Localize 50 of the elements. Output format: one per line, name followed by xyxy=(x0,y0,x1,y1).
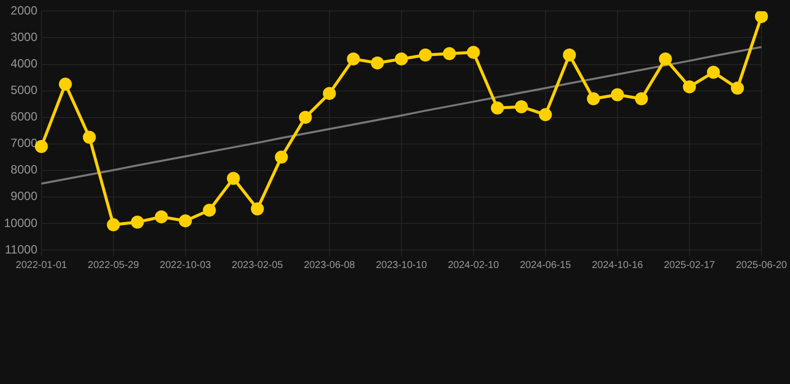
x-tick-label: 2023-02-05 xyxy=(232,260,284,271)
point xyxy=(418,48,432,62)
y-tick-label: 10000 xyxy=(4,216,38,230)
x-tick-label: 2024-02-10 xyxy=(448,260,500,271)
point xyxy=(106,218,120,232)
point xyxy=(730,82,744,95)
point xyxy=(394,52,408,66)
y-tick-label: 9000 xyxy=(10,189,38,204)
point xyxy=(298,110,312,124)
x-tick-label: 2022-10-03 xyxy=(160,260,212,271)
point xyxy=(322,86,336,100)
point xyxy=(178,214,192,228)
point xyxy=(706,66,720,79)
point xyxy=(658,52,672,66)
point xyxy=(634,92,648,106)
point xyxy=(610,88,624,102)
point xyxy=(370,56,384,70)
x-tick-label: 2024-10-16 xyxy=(592,260,644,271)
x-tick-label: 2022-05-29 xyxy=(88,260,140,271)
point xyxy=(250,202,264,216)
point xyxy=(154,210,168,224)
x-tick-label: 2025-06-20 xyxy=(736,260,788,271)
y-tick-label: 8000 xyxy=(10,162,38,177)
point xyxy=(562,48,576,62)
y-tick-label: 5000 xyxy=(10,83,38,98)
point xyxy=(130,216,144,229)
y-tick-label: 2000 xyxy=(10,4,38,18)
point xyxy=(490,102,504,115)
y-tick-label: 4000 xyxy=(10,56,38,71)
x-tick-label: 2023-10-10 xyxy=(376,260,428,271)
x-tick-label: 2025-02-17 xyxy=(664,260,716,271)
point xyxy=(538,108,552,122)
point xyxy=(202,204,216,217)
x-tick-label: 2023-06-08 xyxy=(304,260,356,271)
point xyxy=(346,52,360,66)
y-tick-label: 11000 xyxy=(4,242,38,256)
point xyxy=(682,80,696,94)
point xyxy=(274,150,288,164)
point xyxy=(466,46,480,59)
point xyxy=(82,130,96,144)
point xyxy=(442,47,456,60)
point xyxy=(226,172,240,185)
point xyxy=(754,11,768,24)
x-tick-label: 2024-06-15 xyxy=(520,260,572,271)
point xyxy=(58,78,72,91)
x-tick-label: 2022-01-01 xyxy=(16,260,68,271)
y-tick-label: 3000 xyxy=(10,30,38,44)
point xyxy=(514,100,528,114)
y-tick-label: 6000 xyxy=(10,110,38,124)
point xyxy=(586,92,600,106)
